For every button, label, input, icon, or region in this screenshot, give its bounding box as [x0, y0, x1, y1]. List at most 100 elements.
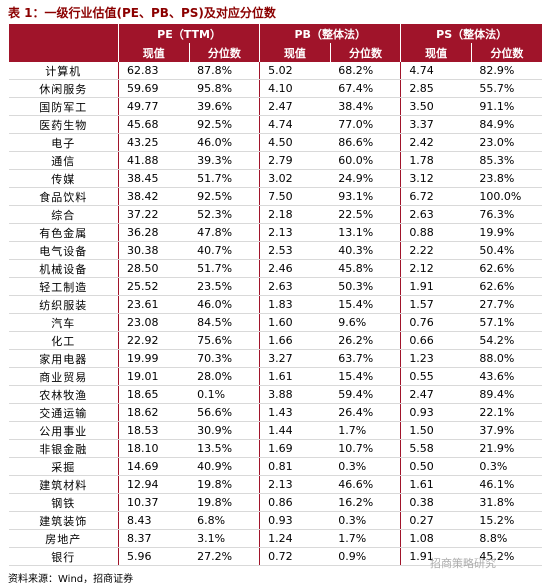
cell: 19.8% — [189, 475, 260, 494]
cell: 2.47 — [400, 385, 472, 404]
cell: 39.6% — [189, 97, 260, 116]
cell: 6.8% — [189, 511, 260, 530]
cell: 0.38 — [400, 493, 472, 512]
industry: 房地产 — [8, 529, 119, 548]
cell: 75.6% — [189, 331, 260, 350]
corner — [8, 43, 119, 62]
cell: 19.01 — [118, 367, 190, 386]
cell: 47.8% — [189, 223, 260, 242]
cell: 38.45 — [118, 169, 190, 188]
cell: 2.47 — [259, 97, 331, 116]
cell: 36.28 — [118, 223, 190, 242]
cell: 0.66 — [400, 331, 472, 350]
cell: 3.27 — [259, 349, 331, 368]
cell: 45.68 — [118, 115, 190, 134]
cell: 0.9% — [330, 547, 401, 566]
cell: 1.91 — [400, 277, 472, 296]
cell: 62.83 — [118, 62, 190, 80]
cell: 2.13 — [259, 475, 331, 494]
cell: 56.6% — [189, 403, 260, 422]
industry: 医药生物 — [8, 115, 119, 134]
cell: 8.37 — [118, 529, 190, 548]
cell: 13.5% — [189, 439, 260, 458]
cell: 22.5% — [330, 205, 401, 224]
cell: 12.94 — [118, 475, 190, 494]
cell: 30.38 — [118, 241, 190, 260]
cell: 93.1% — [330, 187, 401, 206]
cell: 0.93 — [400, 403, 472, 422]
column-header: 现值 — [259, 43, 331, 62]
cell: 50.3% — [330, 277, 401, 296]
cell: 57.1% — [471, 313, 542, 332]
cell: 43.25 — [118, 133, 190, 152]
cell: 18.53 — [118, 421, 190, 440]
cell: 46.0% — [189, 295, 260, 314]
cell: 5.58 — [400, 439, 472, 458]
industry: 轻工制造 — [8, 277, 119, 296]
table-row: 商业贸易 19.01 28.0% 1.61 15.4% 0.55 43.6% — [8, 367, 542, 386]
cell: 4.74 — [259, 115, 331, 134]
cell: 22.92 — [118, 331, 190, 350]
cell: 19.99 — [118, 349, 190, 368]
cell: 77.0% — [330, 115, 401, 134]
cell: 68.2% — [330, 62, 401, 80]
cell: 1.66 — [259, 331, 331, 350]
cell: 1.7% — [330, 421, 401, 440]
cell: 40.9% — [189, 457, 260, 476]
table-row: 食品饮料 38.42 92.5% 7.50 93.1% 6.72 100.0% — [8, 187, 542, 206]
corner — [8, 24, 119, 43]
table-row: 家用电器 19.99 70.3% 3.27 63.7% 1.23 88.0% — [8, 349, 542, 368]
cell: 3.02 — [259, 169, 331, 188]
cell: 85.3% — [471, 151, 542, 170]
cell: 27.2% — [189, 547, 260, 566]
table-head: PE（TTM） PB（整体法） PS（整体法） 现值 分位数 现值 分位数 现值 分位数 — [8, 24, 542, 62]
cell: 38.4% — [330, 97, 401, 116]
table-row: 有色金属 36.28 47.8% 2.13 13.1% 0.88 19.9% — [8, 223, 542, 242]
column-header: 分位数 — [329, 43, 401, 62]
table-row: 电子 43.25 46.0% 4.50 86.6% 2.42 23.0% — [8, 133, 542, 152]
cell: 2.12 — [400, 259, 472, 278]
cell: 0.1% — [189, 385, 260, 404]
group-header: PS（整体法） — [400, 24, 542, 43]
cell: 0.55 — [400, 367, 472, 386]
cell: 0.93 — [259, 511, 331, 530]
cell: 1.43 — [259, 403, 331, 422]
group-header: PB（整体法） — [259, 24, 401, 43]
cell: 67.4% — [330, 79, 401, 98]
cell: 46.0% — [189, 133, 260, 152]
cell: 51.7% — [189, 169, 260, 188]
cell: 1.78 — [400, 151, 472, 170]
cell: 16.2% — [330, 493, 401, 512]
column-header: 现值 — [400, 43, 472, 62]
industry: 机械设备 — [8, 259, 119, 278]
table-row: 休闲服务 59.69 95.8% 4.10 67.4% 2.85 55.7% — [8, 79, 542, 98]
cell: 1.83 — [259, 295, 331, 314]
cell: 92.5% — [189, 187, 260, 206]
table-row: 房地产 8.37 3.1% 1.24 1.7% 1.08 8.8% — [8, 529, 542, 548]
cell: 2.22 — [400, 241, 472, 260]
cell: 7.50 — [259, 187, 331, 206]
cell: 1.91 — [400, 547, 472, 566]
cell: 84.5% — [189, 313, 260, 332]
cell: 9.6% — [330, 313, 401, 332]
cell: 2.46 — [259, 259, 331, 278]
cell: 1.50 — [400, 421, 472, 440]
cell: 0.3% — [330, 511, 401, 530]
table-row: 钢铁 10.37 19.8% 0.86 16.2% 0.38 31.8% — [8, 493, 542, 512]
cell: 15.2% — [471, 511, 542, 530]
cell: 1.7% — [330, 529, 401, 548]
cell: 4.74 — [400, 62, 472, 80]
cell: 46.6% — [330, 475, 401, 494]
cell: 26.2% — [330, 331, 401, 350]
table-row: 医药生物 45.68 92.5% 4.74 77.0% 3.37 84.9% — [8, 115, 542, 134]
cell: 28.50 — [118, 259, 190, 278]
cell: 3.1% — [189, 529, 260, 548]
cell: 59.4% — [330, 385, 401, 404]
cell: 27.7% — [471, 295, 542, 314]
industry: 化工 — [8, 331, 119, 350]
column-header: 分位数 — [470, 43, 542, 62]
cell: 70.3% — [189, 349, 260, 368]
cell: 1.44 — [259, 421, 331, 440]
cell: 2.79 — [259, 151, 331, 170]
cell: 38.42 — [118, 187, 190, 206]
